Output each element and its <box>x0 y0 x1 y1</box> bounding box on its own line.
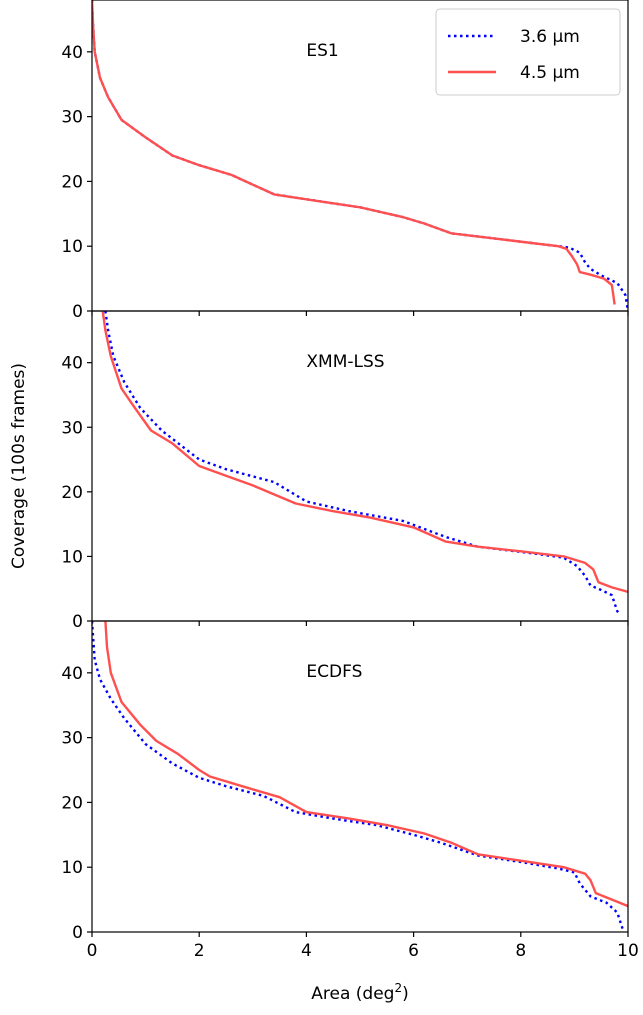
panels: 0 10 20 30 40 ES1 0 10 20 30 40 XMM-LSS 0 10 20 30 40 0 2 4… <box>61 0 639 961</box>
panel-xmm-lss: 0 10 20 30 40 XMM-LSS <box>61 310 629 632</box>
y-tick-label: 10 <box>61 858 83 878</box>
legend-box <box>435 8 621 96</box>
x-tick-label: 6 <box>408 941 419 961</box>
x-tick-label: 10 <box>617 941 639 961</box>
x-tick-label: 4 <box>301 941 312 961</box>
series-line-3-6um <box>104 311 621 616</box>
x-tick-label: 0 <box>87 941 98 961</box>
y-tick-label: 30 <box>61 729 83 749</box>
y-tick-label: 20 <box>61 172 83 192</box>
series-line-4-5um <box>101 311 628 594</box>
x-axis-label: Area (deg2) <box>311 981 408 1004</box>
panel-title: ES1 <box>306 41 338 61</box>
x-tick-label: 8 <box>515 941 526 961</box>
axes-frame <box>91 620 629 933</box>
y-tick-label: 20 <box>61 793 83 813</box>
legend-label: 3.6 μm <box>520 27 580 47</box>
x-tick-label: 2 <box>194 941 205 961</box>
y-tick-label: 40 <box>61 664 83 684</box>
legend-label: 4.5 μm <box>520 63 580 83</box>
y-axis-label: Coverage (100s frames) <box>9 363 29 569</box>
y-tick-label: 30 <box>61 108 83 128</box>
y-tick-label: 0 <box>72 612 83 632</box>
y-tick-label: 30 <box>61 418 83 438</box>
legend: 3.6 μm 4.5 μm <box>435 8 621 96</box>
panel-title: XMM-LSS <box>306 352 384 372</box>
panel-ecdfs: 0 10 20 30 40 0 2 4 6 8 10 ECDFS <box>61 620 639 961</box>
panel-title: ECDFS <box>306 662 362 682</box>
panel-es1: 0 10 20 30 40 ES1 <box>61 0 629 322</box>
y-tick-label: 40 <box>61 354 83 374</box>
y-tick-label: 20 <box>61 483 83 503</box>
y-tick-label: 40 <box>61 43 83 63</box>
y-tick-label: 0 <box>72 302 83 322</box>
series-line-4-5um <box>104 621 628 908</box>
series-line-4-5um <box>92 0 616 305</box>
y-tick-label: 10 <box>61 237 83 257</box>
y-tick-label: 10 <box>61 547 83 567</box>
y-tick-label: 0 <box>72 923 83 943</box>
